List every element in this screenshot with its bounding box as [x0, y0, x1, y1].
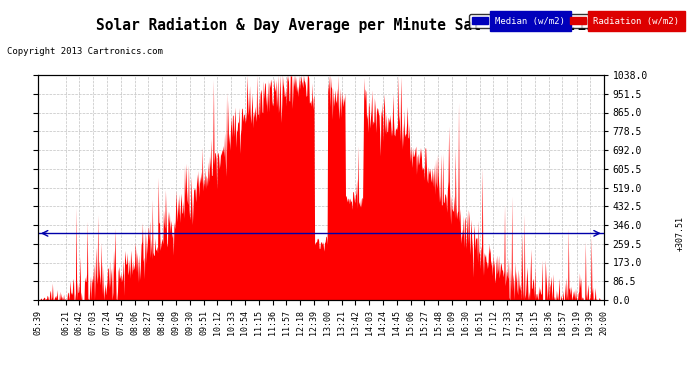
Text: Copyright 2013 Cartronics.com: Copyright 2013 Cartronics.com — [7, 47, 163, 56]
Text: Solar Radiation & Day Average per Minute Sat Jun 15 20:19: Solar Radiation & Day Average per Minute… — [96, 17, 594, 33]
Legend: Median (w/m2), Radiation (w/m2): Median (w/m2), Radiation (w/m2) — [469, 14, 682, 28]
Text: +307.51: +307.51 — [676, 216, 685, 251]
